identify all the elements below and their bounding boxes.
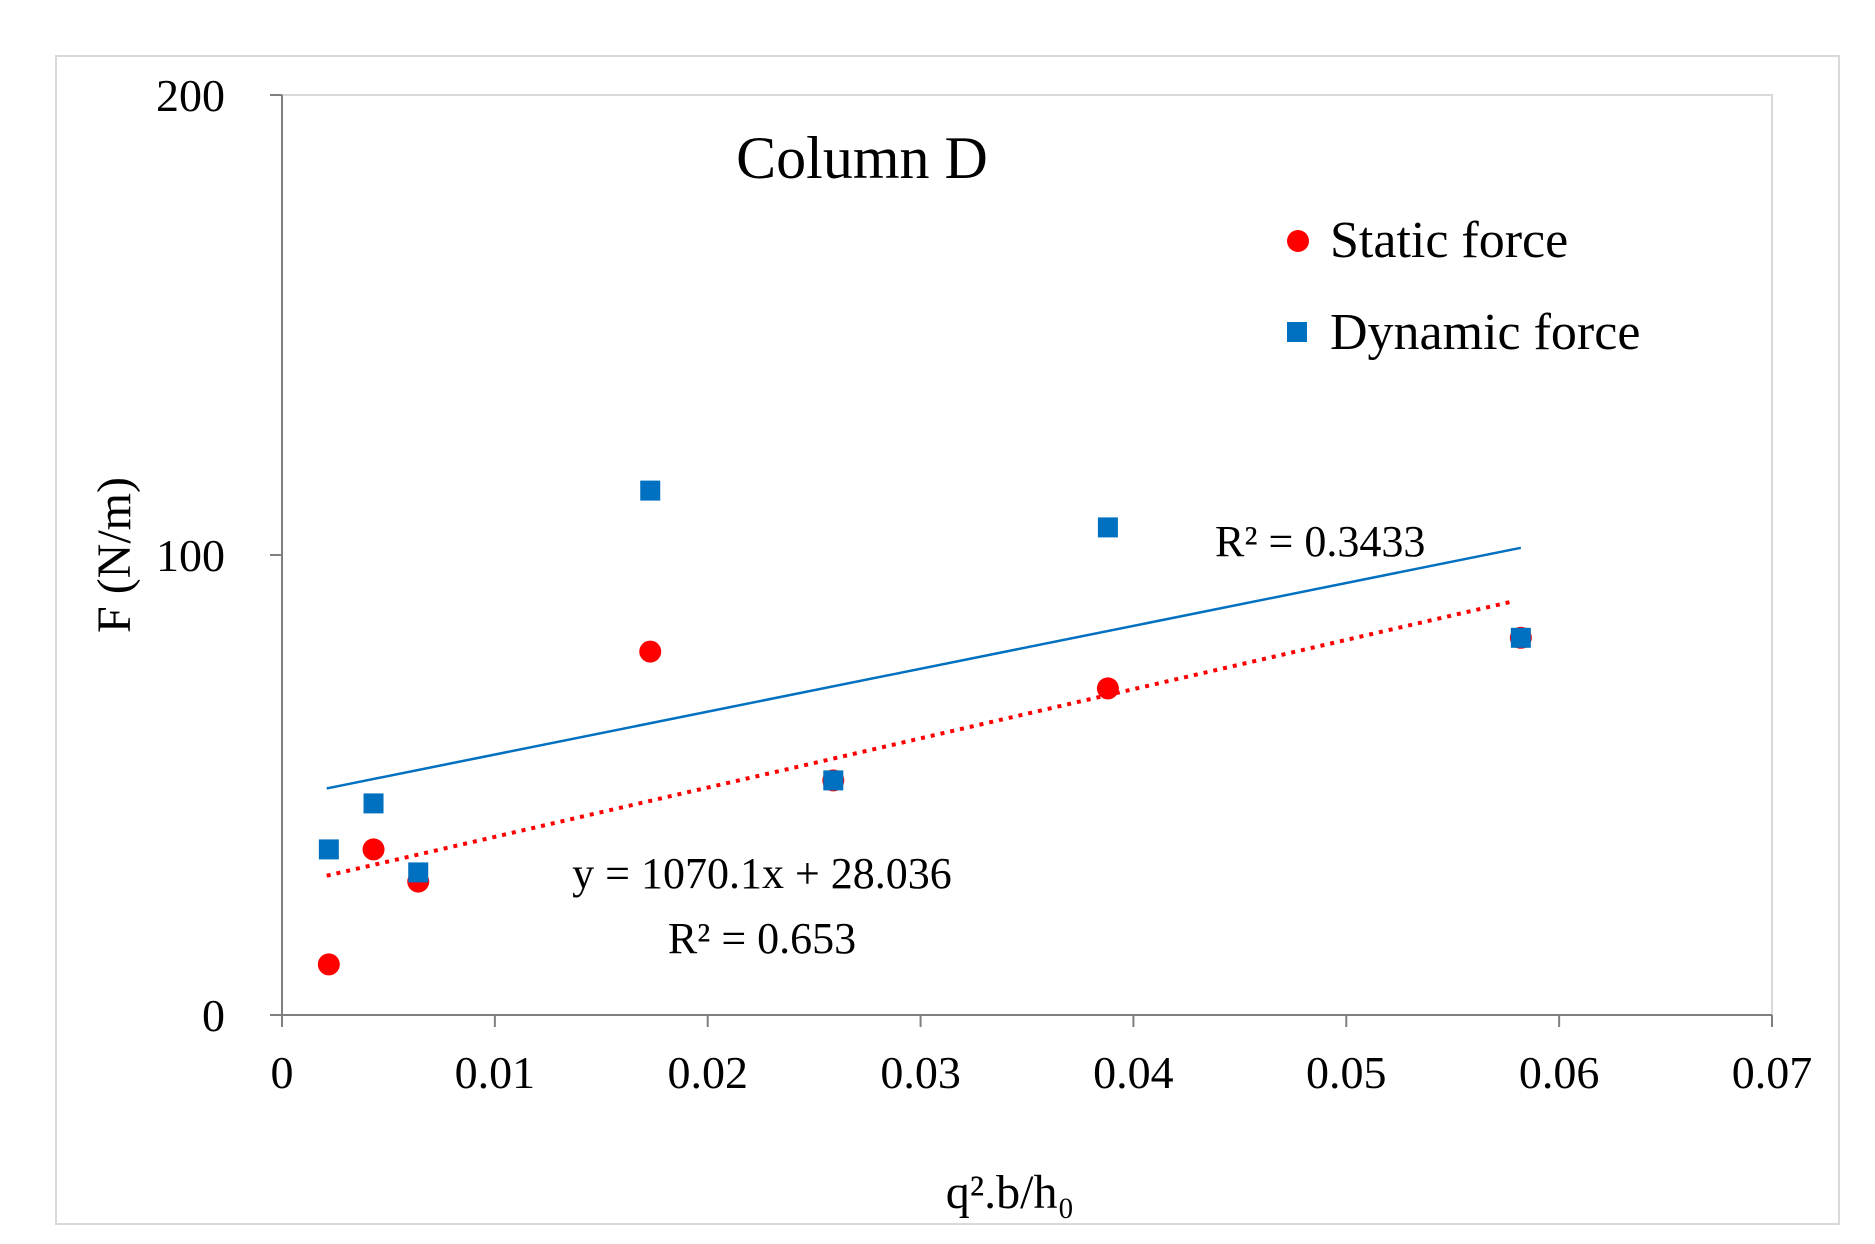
x-tick-label: 0.04	[1093, 1047, 1174, 1098]
static-force-point	[317, 953, 340, 976]
x-tick-label: 0.03	[880, 1047, 961, 1098]
x-axis-title: q².b/h₀	[946, 1166, 1074, 1219]
x-tick-label: 0.02	[667, 1047, 748, 1098]
x-tick-label: 0.01	[455, 1047, 536, 1098]
dynamic-force-point	[363, 793, 384, 814]
legend-dynamic-label: Dynamic force	[1330, 304, 1640, 361]
chart-frame	[55, 55, 1840, 1225]
static-force-point	[1096, 677, 1119, 700]
dynamic-force-point	[318, 839, 339, 860]
dynamic-force-point	[1097, 517, 1118, 538]
y-tick-label: 100	[156, 530, 225, 581]
dynamic-force-point	[823, 770, 844, 791]
static-force-point	[639, 640, 662, 663]
legend: Static force Dynamic force	[1287, 212, 1640, 361]
legend-static-marker	[1287, 230, 1309, 252]
markers	[317, 480, 1532, 976]
legend-dynamic-marker	[1287, 322, 1307, 342]
y-axis-title: F (N/m)	[88, 477, 141, 633]
legend-static-label: Static force	[1330, 212, 1568, 269]
dynamic-force-point	[1510, 627, 1531, 648]
dynamic-trendline	[326, 546, 1522, 790]
trendlines	[326, 546, 1522, 878]
x-tick-label: 0.05	[1306, 1047, 1387, 1098]
x-tick-label: 0	[271, 1047, 294, 1098]
dynamic-r2-annotation: R² = 0.3433	[1215, 517, 1425, 566]
y-tick-label: 0	[202, 990, 225, 1041]
static-trendline	[326, 600, 1511, 878]
x-tick-label: 0.07	[1732, 1047, 1813, 1098]
dynamic-force-point	[640, 480, 661, 501]
ticks: 0 0.01 0.02 0.03 0.04 0.05 0.06 0.07 0 100 200	[156, 70, 1812, 1098]
x-tick-label: 0.06	[1519, 1047, 1600, 1098]
chart-title: Column D	[736, 125, 988, 191]
static-equation-annotation: y = 1070.1x + 28.036	[572, 849, 952, 898]
static-r2-annotation: R² = 0.653	[668, 914, 856, 963]
y-tick-label: 200	[156, 70, 225, 121]
dynamic-force-point	[408, 862, 429, 883]
static-force-point	[362, 838, 385, 861]
